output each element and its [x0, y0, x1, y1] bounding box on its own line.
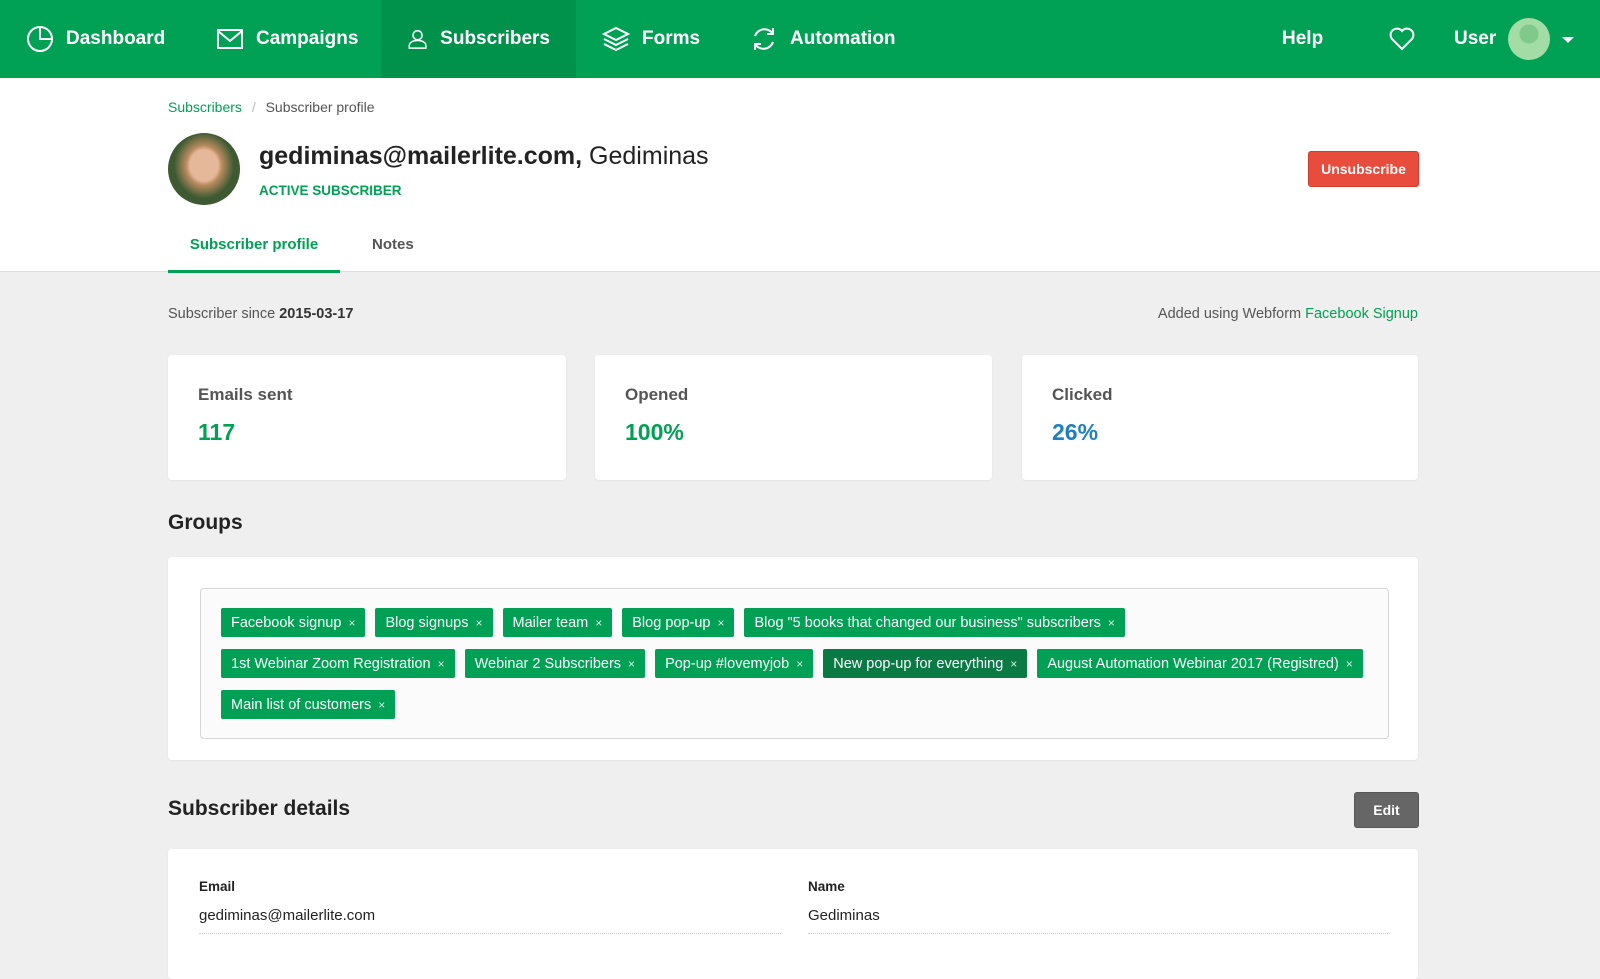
- tag-label: Blog pop-up: [632, 614, 711, 631]
- email-field[interactable]: gediminas@mailerlite.com: [199, 907, 781, 934]
- added-using: Added using Webform Facebook Signup: [1158, 306, 1418, 322]
- stat-value: 100%: [625, 419, 684, 445]
- breadcrumb-subscribers[interactable]: Subscribers: [168, 99, 242, 115]
- remove-tag-icon[interactable]: ×: [1010, 656, 1018, 671]
- stat-value: 26%: [1052, 419, 1099, 445]
- tab-subscriber-profile[interactable]: Subscriber profile: [168, 228, 340, 273]
- added-label: Added using Webform: [1157, 306, 1306, 322]
- group-tag[interactable]: August Automation Webinar 2017 (Registre…: [1037, 649, 1363, 678]
- tag-label: Webinar 2 Subscribers: [474, 655, 622, 672]
- since-date: 2015-03-17: [279, 306, 354, 322]
- nav-subscribers[interactable]: Subscribers: [381, 0, 576, 78]
- remove-tag-icon[interactable]: ×: [348, 615, 356, 630]
- remove-tag-icon[interactable]: ×: [796, 656, 804, 671]
- stat-clicked: Clicked 26%: [1022, 355, 1418, 480]
- stat-label: Opened: [625, 385, 689, 404]
- remove-tag-icon[interactable]: ×: [437, 656, 445, 671]
- stat-value: 117: [198, 419, 236, 445]
- breadcrumb-current: Subscriber profile: [265, 99, 375, 115]
- group-tag[interactable]: New pop-up for everything ×: [823, 649, 1028, 678]
- group-tag[interactable]: Main list of customers ×: [221, 690, 396, 719]
- tag-label: Pop-up #lovemyjob: [665, 655, 790, 672]
- remove-tag-icon[interactable]: ×: [595, 615, 603, 630]
- subscriber-name: Gediminas: [582, 142, 709, 170]
- name-field[interactable]: Gediminas: [808, 907, 1388, 934]
- heart-icon: [1389, 27, 1415, 51]
- groups-tag-input[interactable]: Facebook signup × Blog signups × Mailer team…: [200, 588, 1389, 739]
- webform-link[interactable]: Facebook Signup: [1305, 306, 1418, 322]
- nav-label: Dashboard: [66, 28, 166, 49]
- pie-chart-icon: [27, 26, 53, 52]
- stat-opened: Opened 100%: [595, 355, 992, 480]
- user-avatar: [1508, 18, 1551, 60]
- nav-campaigns[interactable]: Campaigns: [190, 0, 384, 78]
- tag-label: 1st Webinar Zoom Registration: [231, 655, 431, 672]
- tag-label: Mailer team: [512, 614, 589, 631]
- group-tag[interactable]: Webinar 2 Subscribers ×: [464, 649, 646, 678]
- unsubscribe-button[interactable]: Unsubscribe: [1308, 151, 1419, 187]
- help-label: Help: [1282, 28, 1324, 49]
- breadcrumb-separator: /: [251, 99, 256, 115]
- tab-notes[interactable]: Notes: [372, 236, 414, 253]
- tag-label: Blog "5 books that changed our business"…: [754, 614, 1101, 631]
- stat-emails-sent: Emails sent 117: [168, 355, 566, 480]
- tag-label: New pop-up for everything: [833, 655, 1004, 672]
- group-tag[interactable]: Blog "5 books that changed our business"…: [744, 608, 1125, 637]
- caret-down-icon: [1562, 37, 1575, 49]
- remove-tag-icon[interactable]: ×: [378, 697, 386, 712]
- edit-button[interactable]: Edit: [1354, 792, 1419, 828]
- details-card: Email gediminas@mailerlite.com Name Gedi…: [168, 849, 1418, 979]
- group-tag[interactable]: Facebook signup ×: [221, 608, 366, 637]
- refresh-icon: [754, 28, 774, 50]
- since-label: Subscriber since: [168, 306, 280, 322]
- subscriber-avatar: [168, 133, 240, 205]
- page-title: gediminas@mailerlite.com, Gediminas: [259, 142, 709, 171]
- nav-help[interactable]: Help: [1256, 0, 1349, 78]
- tab-label: Subscriber profile: [189, 236, 319, 253]
- groups-heading: Groups: [168, 511, 243, 534]
- tag-label: Facebook signup: [231, 614, 342, 631]
- envelope-icon: [217, 29, 243, 49]
- email-label: Email: [199, 879, 236, 894]
- remove-tag-icon[interactable]: ×: [1345, 656, 1353, 671]
- group-tag[interactable]: Pop-up #lovemyjob ×: [655, 649, 814, 678]
- subscriber-email: gediminas@mailerlite.com,: [259, 142, 583, 170]
- group-tag[interactable]: Mailer team ×: [502, 608, 613, 637]
- tag-label: Main list of customers: [231, 696, 372, 713]
- group-tag[interactable]: 1st Webinar Zoom Registration ×: [221, 649, 455, 678]
- tag-label: August Automation Webinar 2017 (Registre…: [1047, 655, 1339, 672]
- nav-label: Forms: [642, 28, 701, 49]
- top-nav: Dashboard Campaigns Subscribers Forms Au…: [0, 0, 1600, 78]
- remove-tag-icon[interactable]: ×: [475, 615, 483, 630]
- group-tag[interactable]: Blog pop-up ×: [622, 608, 735, 637]
- remove-tag-icon[interactable]: ×: [717, 615, 725, 630]
- user-label: User: [1454, 28, 1497, 49]
- stat-label: Emails sent: [198, 385, 293, 404]
- nav-automation[interactable]: Automation: [724, 0, 922, 78]
- stat-label: Clicked: [1052, 385, 1113, 404]
- remove-tag-icon[interactable]: ×: [628, 656, 636, 671]
- remove-tag-icon[interactable]: ×: [1107, 615, 1115, 630]
- user-icon: [408, 29, 427, 49]
- user-menu[interactable]: User: [1428, 0, 1600, 78]
- subscriber-since: Subscriber since 2015-03-17: [168, 306, 353, 322]
- nav-forms[interactable]: Forms: [576, 0, 726, 78]
- layers-icon: [602, 26, 630, 52]
- status-badge: ACTIVE SUBSCRIBER: [259, 183, 402, 198]
- tag-label: Blog signups: [385, 614, 469, 631]
- details-heading: Subscriber details: [168, 797, 351, 820]
- nav-label: Campaigns: [256, 28, 359, 49]
- breadcrumb: Subscribers / Subscriber profile: [168, 99, 375, 115]
- nav-label: Automation: [790, 28, 896, 49]
- favorites-button[interactable]: [1362, 0, 1442, 78]
- nav-dashboard[interactable]: Dashboard: [0, 0, 191, 78]
- name-label: Name: [808, 879, 845, 894]
- group-tag[interactable]: Blog signups ×: [375, 608, 493, 637]
- nav-label: Subscribers: [440, 28, 550, 49]
